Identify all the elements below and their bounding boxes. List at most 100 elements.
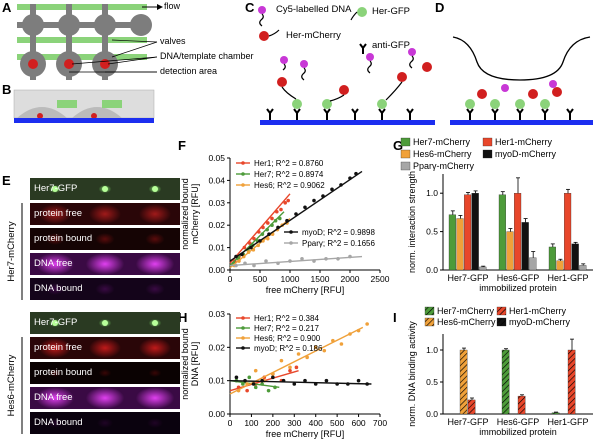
legend-label: Her1-mCherry — [509, 306, 567, 316]
fit-line-myoD — [229, 170, 363, 262]
row-label-protein-bound: protein bound — [34, 233, 93, 244]
legend-her-mcherry-icon — [259, 29, 280, 41]
bright-spot — [102, 186, 108, 192]
label-chamber: DNA/template chamber — [160, 51, 254, 61]
legend-anti-gfp-icon — [359, 43, 367, 54]
bar-Her1-mCherry-Her1-GFP — [567, 349, 576, 415]
data-point-Her1 — [283, 201, 287, 205]
y-tick-label: 0.03 — [208, 309, 225, 319]
fit-line-Her1 — [229, 193, 291, 264]
x-tick-label: 0 — [228, 418, 233, 428]
legend-marker — [289, 241, 293, 245]
legend-label: Her1; R^2 = 0.384 — [254, 314, 319, 323]
y-axis-label: norm. interaction strength — [407, 171, 417, 273]
y-tick-label: 0.01 — [208, 243, 225, 253]
spot — [135, 387, 175, 409]
data-point-Hes6 — [313, 345, 318, 350]
fit-line-myoD — [229, 379, 372, 385]
data-point-Her1 — [286, 198, 290, 203]
chart-g: 0.0 0.5 1.0 Her7-GFP Hes6-GFP Her1-GFPimmobil… — [400, 137, 593, 293]
x-tick-label: 600 — [351, 418, 365, 428]
spot — [39, 204, 71, 224]
legend-marker — [241, 346, 245, 350]
spot — [95, 283, 115, 295]
bar-Her1-mCherry-Her7-GFP — [467, 399, 476, 415]
panel-label-h: H — [178, 310, 188, 325]
data-point-Hes6 — [296, 352, 301, 356]
x-tick-label: 0 — [228, 274, 233, 284]
spot — [139, 338, 171, 358]
label-flow: flow — [164, 1, 181, 11]
spot — [145, 283, 165, 295]
bar-Her1-mCherry-Her1-GFP — [564, 193, 572, 271]
panel-b-cross-section — [13, 89, 155, 123]
bright-spot — [152, 320, 158, 326]
y-axis-label: mCherry [RFU] — [190, 184, 200, 245]
legend-swatch — [400, 137, 411, 147]
row-label-dna-bound: DNA bound — [34, 283, 83, 294]
category-label: Hes6-GFP — [497, 417, 540, 427]
row-label-dna-bound: DNA bound — [34, 417, 83, 428]
category-label: Her7-GFP — [447, 273, 488, 283]
y-tick-label: 0.01 — [208, 376, 225, 386]
x-tick-label: 500 — [253, 274, 267, 284]
row-label-protein-free: protein free — [34, 342, 83, 353]
bright-spot — [52, 186, 58, 192]
y-tick-label: 0.00 — [208, 265, 225, 275]
legend-her-gfp-label: Her-GFP — [372, 6, 410, 17]
legend-label: Hes6; R^2 = 0.9062 — [254, 181, 325, 190]
spot — [145, 233, 165, 245]
legend-marker — [289, 230, 293, 234]
row-label-her7-gfp: Her7-GFP — [34, 317, 78, 328]
y-tick-label: 0.02 — [208, 342, 225, 352]
bar-Her7-mCherry-Hes6-GFP — [498, 194, 506, 271]
data-point-myoD — [271, 375, 275, 380]
x-axis-label: immobilized protein — [479, 427, 557, 437]
legend-swatch — [400, 149, 411, 159]
legend-swatch — [482, 149, 493, 159]
spot — [148, 369, 162, 377]
spot — [97, 418, 113, 428]
y-axis-label: normalized bound — [180, 328, 190, 400]
legend-marker — [241, 316, 245, 320]
x-axis-label: immobilized protein — [479, 283, 557, 293]
data-point-Her7 — [247, 375, 252, 380]
legend-label: myoD-mCherry — [495, 149, 557, 159]
spot — [98, 369, 112, 377]
data-point-Hes6 — [279, 358, 284, 363]
chart-i: 0.0 0.5 1.0 Her7-GFP Hes6-GFP Her1-GFPimmobil… — [407, 306, 593, 437]
category-label: Her7-GFP — [447, 417, 488, 427]
bar-Hes6-mCherry-Hes6-GFP — [506, 231, 514, 271]
legend-swatch — [482, 137, 493, 147]
x-tick-label: 400 — [309, 418, 323, 428]
x-axis-label: free mCherry [RFU] — [266, 285, 345, 295]
data-point-myoD — [234, 375, 239, 380]
bar-Her7-mCherry-Hes6-GFP — [501, 349, 510, 415]
legend-anti-gfp-label: anti-GFP — [372, 40, 411, 51]
legend-swatch — [496, 306, 507, 316]
bar-Her1-mCherry-Her7-GFP — [464, 194, 472, 271]
chart-h: 0.00 0.01 0.02 0.03 0 100 200 300 400 500 600 700 fr… — [180, 309, 387, 439]
legend-her-mcherry-label: Her-mCherry — [286, 30, 341, 41]
x-tick-label: 100 — [244, 418, 258, 428]
legend-swatch — [496, 317, 507, 327]
bar-Her7-mCherry-Her1-GFP — [548, 246, 556, 271]
data-point-Hes6 — [322, 348, 327, 353]
panel-a-schematic — [17, 4, 163, 80]
row-label-dna-free: DNA free — [34, 392, 73, 403]
data-point-Her1 — [266, 221, 270, 225]
legend-marker — [241, 161, 245, 165]
bar-myoD-mCherry-Hes6-GFP — [521, 222, 529, 271]
bar-Hes6-mCherry-Her1-GFP — [556, 260, 564, 271]
panel-d-diagram — [450, 36, 593, 125]
panel-label-i: I — [393, 310, 397, 325]
data-point-Hes6 — [365, 322, 369, 326]
data-point-myoD — [330, 187, 334, 192]
legend-label: Hes6; R^2 = 0.900 — [254, 334, 321, 343]
panel-label-a: A — [2, 0, 12, 15]
panel-label-g: G — [393, 138, 404, 153]
bar-Pparγ-mCherry-Her7-GFP — [479, 266, 487, 271]
category-label: Her1-GFP — [547, 273, 588, 283]
x-tick-label: 1500 — [311, 274, 330, 284]
bar-myoD-mCherry-Her1-GFP — [571, 243, 579, 271]
